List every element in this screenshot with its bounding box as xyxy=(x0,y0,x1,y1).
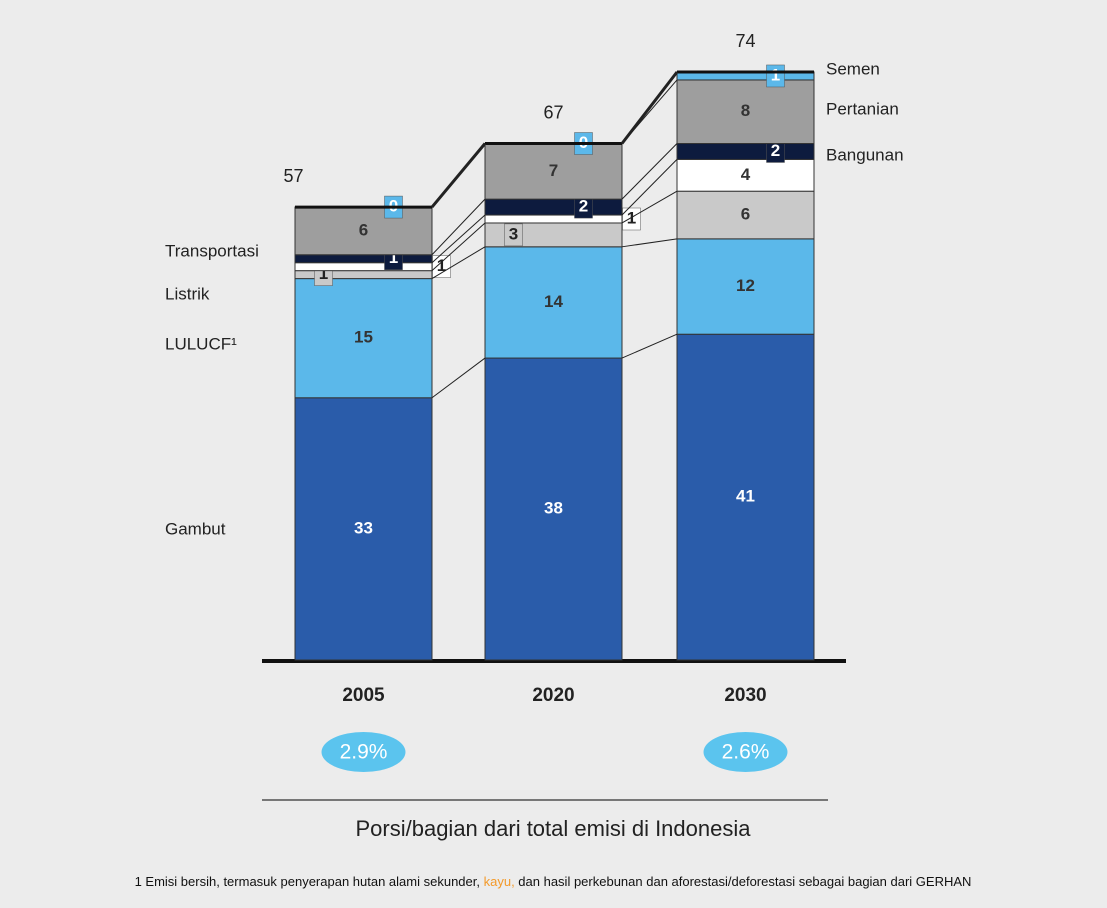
bar-segment xyxy=(294,278,433,399)
value-label: 1 xyxy=(389,248,398,267)
connector xyxy=(621,333,678,359)
bar-segment xyxy=(294,254,433,264)
connector xyxy=(431,246,486,280)
connector xyxy=(431,357,486,399)
share-badge xyxy=(321,732,406,772)
total-label: 57 xyxy=(283,166,303,186)
footnote: 1 Emisi bersih, termasuk penyerapan huta… xyxy=(135,874,972,889)
connector xyxy=(621,238,678,248)
value-label: 14 xyxy=(544,292,563,311)
bar-segment xyxy=(484,198,623,216)
x-tick-label: 2020 xyxy=(532,685,574,706)
value-label-box xyxy=(504,223,523,247)
value-label-box xyxy=(432,255,451,278)
footnote-part: 1 Emisi bersih, termasuk penyerapan huta… xyxy=(135,874,484,889)
bar-segment xyxy=(294,206,433,256)
value-label: 15 xyxy=(354,328,373,347)
connector xyxy=(430,142,487,209)
subtitle: Porsi/bagian dari total emisi di Indones… xyxy=(355,816,751,841)
value-label-box xyxy=(766,64,785,88)
bar-segment xyxy=(294,262,433,272)
bar-segment xyxy=(676,333,815,661)
share-label: 2.9% xyxy=(340,741,388,764)
total-label: 67 xyxy=(543,102,563,122)
bar-segment xyxy=(676,190,815,240)
bar-segment xyxy=(676,143,815,160)
bar-segment xyxy=(484,143,623,200)
share-badge xyxy=(703,732,788,772)
legend-label: Semen xyxy=(826,59,880,78)
value-label: 41 xyxy=(736,487,755,506)
value-label: 2 xyxy=(771,141,780,160)
value-label: 6 xyxy=(741,205,750,224)
connector xyxy=(431,214,486,264)
legend-label: Bangunan xyxy=(826,145,904,164)
value-label: 38 xyxy=(544,499,563,518)
bar-segment xyxy=(294,397,433,661)
footnote-part: dan hasil perkebunan dan aforestasi/defo… xyxy=(515,874,972,889)
value-label: 8 xyxy=(741,101,750,120)
value-label: 1 xyxy=(319,264,328,283)
total-label: 74 xyxy=(735,31,755,51)
value-label: 12 xyxy=(736,276,755,295)
value-label: 7 xyxy=(549,161,558,180)
value-label: 1 xyxy=(437,256,446,275)
value-label-box xyxy=(622,207,641,231)
legend-label: Transportasi xyxy=(165,241,259,260)
share-label: 2.6% xyxy=(722,741,770,764)
bar-segment xyxy=(484,246,623,359)
value-label: 2 xyxy=(579,197,588,216)
bar-segment xyxy=(676,158,815,192)
connector xyxy=(621,143,678,200)
bar-segment xyxy=(676,238,815,335)
legend-label: LULUCF¹ xyxy=(165,334,237,353)
value-label: 6 xyxy=(359,220,368,239)
footnote-highlight: kayu, xyxy=(484,874,515,889)
legend-label: Listrik xyxy=(165,284,210,303)
bar-segment xyxy=(484,357,623,661)
connector xyxy=(621,190,678,224)
connector xyxy=(431,198,486,256)
value-label: 4 xyxy=(741,165,751,184)
connector xyxy=(621,159,678,216)
legend-label: Pertanian xyxy=(826,99,899,118)
connector xyxy=(431,222,486,272)
connector xyxy=(620,71,679,145)
value-label: 33 xyxy=(354,518,373,537)
bar-segment xyxy=(676,79,815,145)
x-tick-label: 2005 xyxy=(342,685,385,706)
legend-label: Gambut xyxy=(165,519,226,538)
value-label: 3 xyxy=(509,224,518,243)
x-tick-label: 2030 xyxy=(724,685,766,706)
value-label: 1 xyxy=(771,65,780,84)
bar-segment xyxy=(484,214,623,224)
